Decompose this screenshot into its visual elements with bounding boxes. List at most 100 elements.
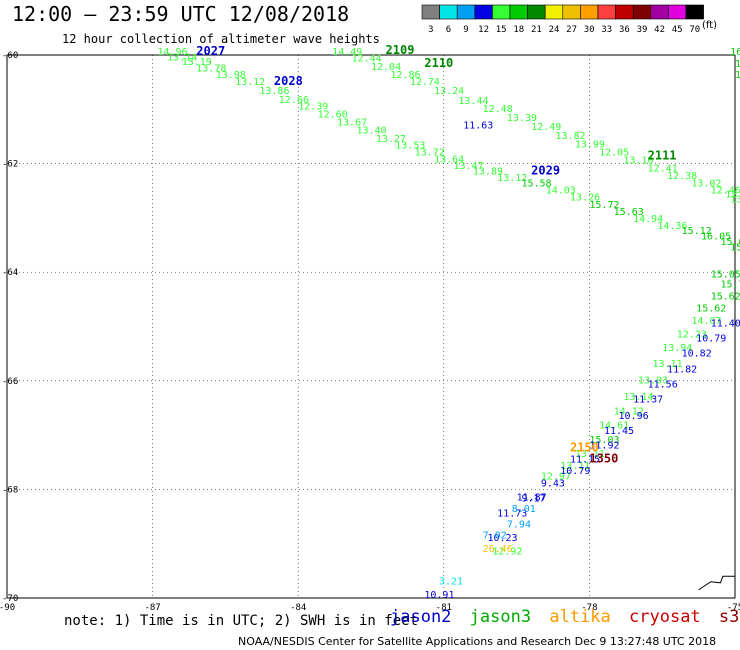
x-tick-label: -78 [581, 603, 597, 613]
swh-value-label: 12.66 [279, 95, 309, 106]
swh-value-label: 13.02 [691, 178, 721, 189]
swh-value-label: 13.11 [575, 449, 605, 460]
swh-value-label: 13.12 [497, 173, 527, 184]
plot-frame [6, 54, 736, 599]
swh-value-label: 12.49 [531, 122, 561, 133]
scale-label-24: 24 [549, 25, 560, 35]
swh-value-label: 15.12 [682, 226, 712, 237]
swh-value-label: 10.91 [424, 590, 454, 601]
swh-value-label: 13.67 [337, 118, 367, 129]
swh-value-label: 10.23 [487, 533, 517, 544]
x-tick-label: -87 [144, 603, 160, 613]
swh-value-label: 11.82 [667, 365, 697, 376]
scale-label-30: 30 [584, 25, 595, 35]
swh-value-label: 14.03 [546, 185, 576, 196]
swh-value-label: 13.40 [356, 126, 386, 137]
swh-value-label: 11.15 [570, 454, 600, 465]
swh-value-label: 8.01 [512, 504, 536, 515]
swh-value-label: 11.40 [711, 319, 740, 330]
swh-value-label: 15.63 [614, 207, 644, 218]
sat-legend-jason3: jason3 [469, 607, 532, 627]
swh-value-label: 12.44 [352, 54, 382, 65]
swh-value-label: 14.36 [657, 221, 687, 232]
scale-label-45: 45 [672, 25, 683, 35]
pass-time-label: 2111 [648, 148, 677, 162]
swh-value-label: 13.98 [216, 70, 246, 81]
units-label: (ft) [702, 20, 718, 31]
y-tick-label: -62 [2, 160, 18, 170]
swh-value-label: 16.05 [701, 232, 731, 243]
y-tick-label: -64 [2, 268, 18, 278]
footnote: note: 1) Time is in UTC; 2) SWH is in fe… [64, 613, 419, 629]
x-tick-label: -84 [290, 603, 306, 613]
swh-value-label: 10.82 [682, 348, 712, 359]
swh-value-label: 13.19 [182, 57, 212, 68]
swh-value-label: 13.89 [473, 166, 503, 177]
swh-value-label: 9.17 [521, 493, 545, 504]
swh-value-label: 15.09 [730, 242, 740, 253]
swh-value-label: 14.94 [633, 214, 663, 225]
scale-label-27: 27 [566, 25, 577, 35]
color-scale-legend: 3 6 9 12 15 18 21 24 27 30 33 36 39 42 45 70 [421, 4, 704, 35]
scale-label-42: 42 [654, 25, 665, 35]
swh-value-label: 13.99 [575, 139, 605, 150]
swh-value-label: 10.79 [560, 466, 590, 477]
swh-value-label: 13.31 [725, 189, 740, 200]
pass-time-label: 2109 [386, 43, 415, 57]
swh-value-label: 12.39 [298, 101, 328, 112]
scale-label-33: 33 [601, 25, 612, 35]
swh-value-label: 15.62 [711, 291, 740, 302]
y-tick-label: -60 [2, 51, 18, 61]
swh-value-label: 17.09 [735, 59, 740, 70]
swh-value-label: 12.46 [711, 185, 740, 196]
swh-value-label: 15.05 [711, 270, 740, 281]
swh-value-label: 13.03 [638, 376, 668, 387]
x-tick-label: -81 [436, 603, 452, 613]
swh-value-label: 7.02 [483, 530, 507, 541]
swh-value-label: 13.11 [560, 461, 590, 472]
swh-value-label: 12.48 [483, 104, 513, 115]
y-tick-label: -68 [2, 485, 18, 495]
credit-line: NOAA/NESDIS Center for Satellite Applica… [238, 635, 717, 648]
swh-value-label: 13.12 [235, 77, 265, 88]
swh-value-label: 12.60 [318, 109, 348, 120]
swh-value-label: 12.38 [667, 171, 697, 182]
coastline [698, 575, 735, 591]
swh-value-label: 13.24 [434, 86, 464, 97]
swh-value-label: 11.73 [497, 509, 527, 520]
swh-value-label: 7.94 [507, 519, 531, 530]
swh-value-label: 14.61 [599, 421, 629, 432]
swh-value-label: 13.53 [395, 140, 425, 151]
swh-value-label: 15.62 [696, 303, 726, 314]
swh-value-label: 14.07 [691, 316, 721, 327]
swh-value-label: 13.78 [196, 63, 226, 74]
sat-legend-altika: altika [549, 607, 611, 627]
scale-label-70: 70 [689, 25, 700, 35]
swh-value-label: 9.43 [541, 479, 565, 490]
pass-time-label: 2028 [274, 74, 303, 88]
swh-value-label: 12.86 [390, 70, 420, 81]
sat-legend-cryosat: cryosat [629, 607, 701, 627]
sat-legend-jason2: jason2 [390, 607, 452, 627]
swh-value-label: 13.26 [570, 193, 600, 204]
swh-value-label: 14.49 [332, 47, 362, 58]
swh-value-label: 3.21 [439, 576, 463, 587]
x-tick-label: -75 [727, 603, 740, 613]
swh-value-label: 15.04 [720, 237, 740, 248]
swh-value-label: 26.46 [483, 544, 513, 555]
satellite-legend: jason2 jason3 altika cryosat s3a [390, 607, 740, 627]
swh-value-label: 11.37 [633, 395, 663, 406]
page-subtitle: 12 hour collection of altimeter wave hei… [62, 32, 380, 46]
swh-value-label: 13.47 [454, 161, 484, 172]
swh-value-label: 13.10 [623, 156, 653, 167]
swh-value-label: 13.82 [555, 131, 585, 142]
scale-label-9: 9 [463, 25, 468, 35]
swh-value-label: 14.12 [614, 406, 644, 417]
pass-time-label: 1350 [589, 451, 618, 465]
swh-value-label: 10.79 [696, 334, 726, 345]
swh-value-label: 15.71 [720, 279, 740, 290]
swh-value-label: 15.72 [589, 200, 619, 211]
swh-value-label: 12.92 [492, 547, 522, 558]
